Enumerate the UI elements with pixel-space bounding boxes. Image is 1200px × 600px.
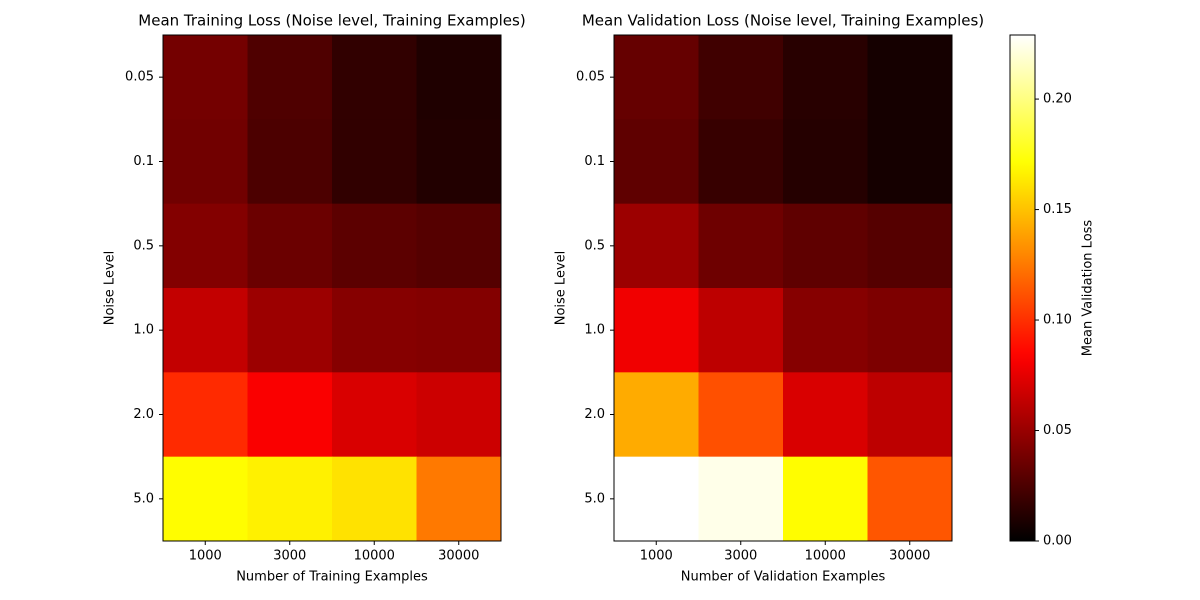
heat-cell bbox=[867, 35, 953, 120]
heat-cell bbox=[332, 203, 417, 289]
heat-cell bbox=[783, 456, 868, 542]
heat-cell bbox=[698, 203, 784, 289]
heat-cell bbox=[163, 203, 248, 289]
heat-cell bbox=[247, 372, 333, 458]
heat-cell bbox=[416, 456, 502, 542]
heat-cell bbox=[698, 288, 784, 373]
colorbar-tick-label: 0.00 bbox=[1043, 534, 1072, 549]
x-axis-label: Number of Validation Examples bbox=[681, 570, 886, 585]
colorbar-tick-label: 0.20 bbox=[1043, 92, 1072, 107]
y-tick-label: 1.0 bbox=[584, 323, 605, 338]
heat-cell bbox=[698, 372, 784, 458]
y-tick-label: 0.1 bbox=[133, 154, 154, 169]
heat-cell bbox=[614, 456, 699, 542]
x-tick-label: 1000 bbox=[189, 549, 222, 564]
heat-cell bbox=[614, 35, 699, 120]
heat-cell bbox=[416, 203, 502, 289]
heat-cell bbox=[416, 119, 502, 205]
x-tick-label: 3000 bbox=[273, 549, 306, 564]
x-tick-label: 10000 bbox=[805, 549, 846, 564]
heat-cell bbox=[163, 35, 248, 120]
heat-cell bbox=[247, 203, 333, 289]
heat-cell bbox=[247, 35, 333, 120]
heat-cell bbox=[163, 372, 248, 458]
heat-cell bbox=[332, 288, 417, 373]
chart-title: Mean Validation Loss (Noise level, Train… bbox=[582, 12, 984, 30]
colorbar-tick-label: 0.15 bbox=[1043, 202, 1072, 217]
heat-cell bbox=[163, 119, 248, 205]
x-tick-label: 10000 bbox=[354, 549, 395, 564]
colorbar-tick-label: 0.05 bbox=[1043, 423, 1072, 438]
y-tick-label: 0.05 bbox=[125, 70, 154, 85]
heat-cell bbox=[332, 35, 417, 120]
y-tick-label: 2.0 bbox=[584, 407, 605, 422]
heat-cell bbox=[163, 288, 248, 373]
y-tick-label: 1.0 bbox=[133, 323, 154, 338]
y-tick-label: 0.1 bbox=[584, 154, 605, 169]
heat-cell bbox=[867, 119, 953, 205]
heat-cell bbox=[416, 288, 502, 373]
heat-cell bbox=[416, 372, 502, 458]
heat-cell bbox=[867, 456, 953, 542]
x-axis-label: Number of Training Examples bbox=[236, 570, 428, 585]
colorbar-tick-label: 0.10 bbox=[1043, 313, 1072, 328]
y-tick-label: 0.5 bbox=[584, 238, 605, 253]
heat-cell bbox=[783, 372, 868, 458]
heat-cell bbox=[247, 119, 333, 205]
heat-cell bbox=[867, 288, 953, 373]
heat-cell bbox=[247, 456, 333, 542]
chart-title: Mean Training Loss (Noise level, Trainin… bbox=[138, 12, 525, 30]
heat-cell bbox=[783, 35, 868, 120]
heat-cell bbox=[416, 35, 502, 120]
heat-cell bbox=[614, 288, 699, 373]
y-tick-label: 0.5 bbox=[133, 238, 154, 253]
axes-frame bbox=[613, 34, 953, 542]
axes-frame bbox=[162, 34, 502, 542]
heat-cell bbox=[867, 203, 953, 289]
y-axis-label: Noise Level bbox=[554, 251, 569, 326]
colorbar bbox=[1009, 34, 1036, 542]
colorbar-label: Mean Validation Loss bbox=[1081, 220, 1096, 357]
heat-cell bbox=[698, 119, 784, 205]
y-tick-label: 5.0 bbox=[584, 491, 605, 506]
y-tick-label: 5.0 bbox=[133, 491, 154, 506]
heat-cell bbox=[332, 456, 417, 542]
x-tick-label: 30000 bbox=[438, 549, 479, 564]
heat-cell bbox=[867, 372, 953, 458]
heat-cell bbox=[783, 203, 868, 289]
heat-cell bbox=[332, 372, 417, 458]
y-tick-label: 0.05 bbox=[576, 70, 605, 85]
heat-cell bbox=[332, 119, 417, 205]
heat-cell bbox=[698, 456, 784, 542]
heat-cell bbox=[783, 119, 868, 205]
heat-cell bbox=[247, 288, 333, 373]
x-tick-label: 3000 bbox=[724, 549, 757, 564]
heat-cell bbox=[614, 372, 699, 458]
heat-cell bbox=[698, 35, 784, 120]
heat-cell bbox=[163, 456, 248, 542]
y-tick-label: 2.0 bbox=[133, 407, 154, 422]
x-tick-label: 1000 bbox=[640, 549, 673, 564]
heat-cell bbox=[614, 119, 699, 205]
heat-cell bbox=[783, 288, 868, 373]
y-axis-label: Noise Level bbox=[103, 251, 118, 326]
heat-cell bbox=[614, 203, 699, 289]
x-tick-label: 30000 bbox=[889, 549, 930, 564]
